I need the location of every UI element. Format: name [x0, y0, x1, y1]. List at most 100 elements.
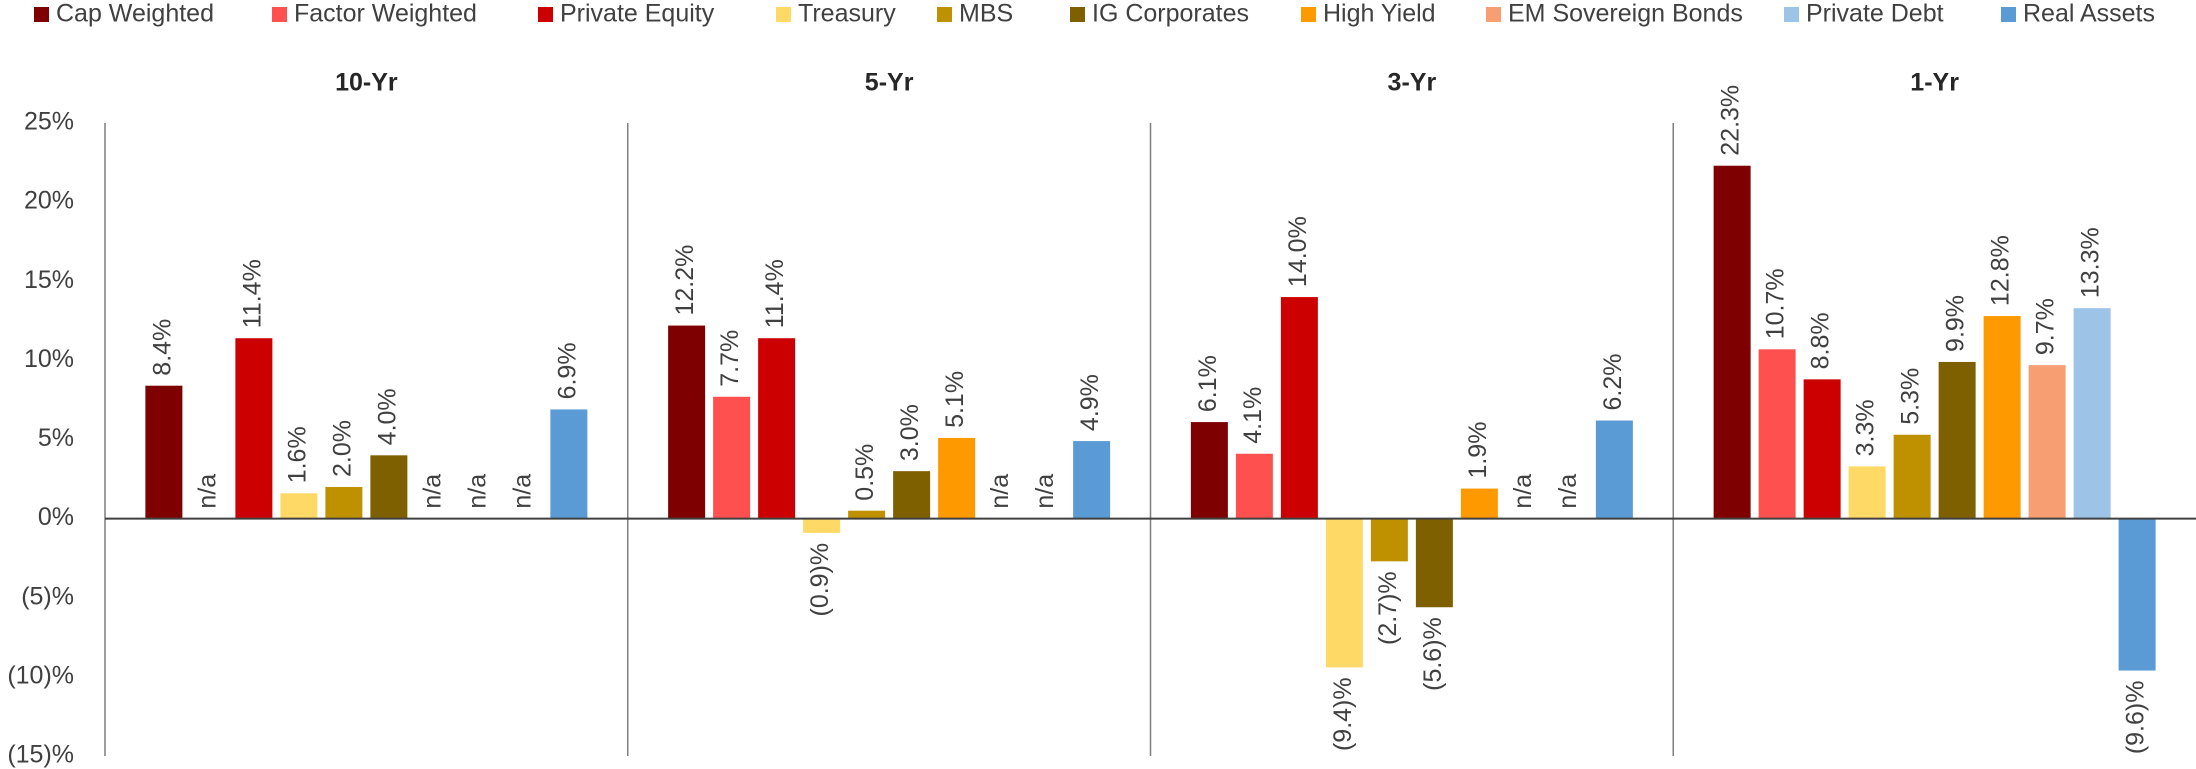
bar [1758, 349, 1796, 519]
bar [1235, 453, 1273, 519]
value-label: 12.8% [1987, 235, 2015, 306]
legend-label: High Yield [1323, 0, 1436, 28]
y-tick-label: (15)% [7, 741, 74, 769]
bar [2073, 308, 2111, 519]
bar [280, 493, 318, 519]
bar [803, 518, 841, 533]
bar [1713, 165, 1751, 519]
bar [1370, 518, 1408, 562]
value-label: n/a [1554, 474, 1582, 509]
value-label: 9.7% [2032, 298, 2060, 355]
value-label: 3.0% [896, 404, 924, 461]
bar [848, 510, 886, 519]
legend-label: Cap Weighted [56, 0, 214, 28]
bar [1190, 422, 1228, 519]
value-label: 0.5% [851, 444, 879, 501]
panel-title: 1-Yr [1910, 69, 1959, 97]
value-label: 6.1% [1194, 355, 1222, 412]
value-label: 2.0% [328, 420, 356, 477]
bar [1280, 297, 1318, 519]
bar [1893, 434, 1931, 519]
value-label: 10.7% [1762, 268, 1790, 339]
legend-swatch [2001, 7, 2016, 22]
bar [713, 396, 751, 519]
legend-swatch [34, 7, 49, 22]
legend-label: MBS [959, 0, 1013, 28]
value-label: n/a [986, 474, 1014, 509]
legend-label: Private Debt [1806, 0, 1944, 28]
y-tick-label: 25% [24, 108, 74, 136]
value-label: (9.4)% [1329, 677, 1357, 751]
value-label: 4.9% [1076, 374, 1104, 431]
value-label: 8.4% [148, 319, 176, 376]
y-tick-label: 5% [38, 424, 74, 452]
bar [1460, 488, 1498, 519]
value-label: 11.4% [238, 259, 266, 328]
value-label: 3.3% [1852, 399, 1880, 456]
value-label: (9.6)% [2122, 681, 2150, 755]
bar [235, 338, 273, 519]
legend-label: IG Corporates [1092, 0, 1249, 28]
legend-swatch [272, 7, 287, 22]
bar [1595, 420, 1633, 519]
value-label: 7.7% [716, 330, 744, 387]
value-label: 4.0% [373, 388, 401, 445]
value-label: 6.2% [1599, 354, 1627, 411]
value-label: n/a [1509, 474, 1537, 509]
legend-label: EM Sovereign Bonds [1508, 0, 1743, 28]
value-label: 12.2% [671, 245, 699, 316]
bar [668, 325, 706, 519]
value-label: n/a [193, 474, 221, 509]
value-label: 1.6% [283, 426, 311, 483]
value-label: (0.9)% [806, 543, 834, 617]
value-label: n/a [508, 474, 536, 509]
legend-swatch [776, 7, 791, 22]
bar [1415, 518, 1453, 608]
bar [938, 437, 976, 519]
panel-title: 5-Yr [865, 69, 914, 97]
bar [325, 486, 363, 519]
value-label: 4.1% [1239, 387, 1267, 444]
legend-label: Real Assets [2023, 0, 2155, 28]
value-label: 14.0% [1284, 216, 1312, 287]
y-tick-label: 20% [24, 187, 74, 215]
bar [1983, 316, 2021, 519]
value-label: 9.9% [1942, 295, 1970, 352]
bar [1938, 361, 1976, 519]
bar [1073, 441, 1111, 519]
value-label: (2.7)% [1374, 571, 1402, 645]
value-label: n/a [418, 474, 446, 509]
bar [145, 385, 183, 519]
legend-swatch [937, 7, 952, 22]
value-label: 5.1% [941, 371, 969, 428]
legend-label: Private Equity [560, 0, 715, 28]
value-label: 5.3% [1897, 368, 1925, 425]
value-label: 13.3% [2077, 227, 2105, 298]
legend-swatch [1784, 7, 1799, 22]
y-tick-label: (10)% [7, 661, 74, 689]
legend-swatch [538, 7, 553, 22]
bar [1803, 379, 1841, 519]
legend-label: Factor Weighted [294, 0, 477, 28]
legend-swatch [1301, 7, 1316, 22]
bar [1848, 466, 1886, 519]
value-label: 6.9% [553, 342, 581, 399]
bar [758, 338, 796, 519]
value-label: 11.4% [761, 259, 789, 328]
y-tick-label: 0% [38, 503, 74, 531]
value-label: 1.9% [1464, 422, 1492, 479]
panel-title: 10-Yr [335, 69, 398, 97]
value-label: (5.6)% [1419, 617, 1447, 691]
panel-title: 3-Yr [1388, 69, 1437, 97]
bar [550, 409, 588, 519]
legend-swatch [1486, 7, 1501, 22]
y-tick-label: 10% [24, 345, 74, 373]
value-label: n/a [463, 474, 491, 509]
y-tick-label: (5)% [21, 582, 74, 610]
legend-label: Treasury [798, 0, 896, 28]
legend-swatch [1070, 7, 1085, 22]
bar [893, 471, 931, 519]
bar [2118, 518, 2156, 671]
bar [1325, 518, 1363, 668]
